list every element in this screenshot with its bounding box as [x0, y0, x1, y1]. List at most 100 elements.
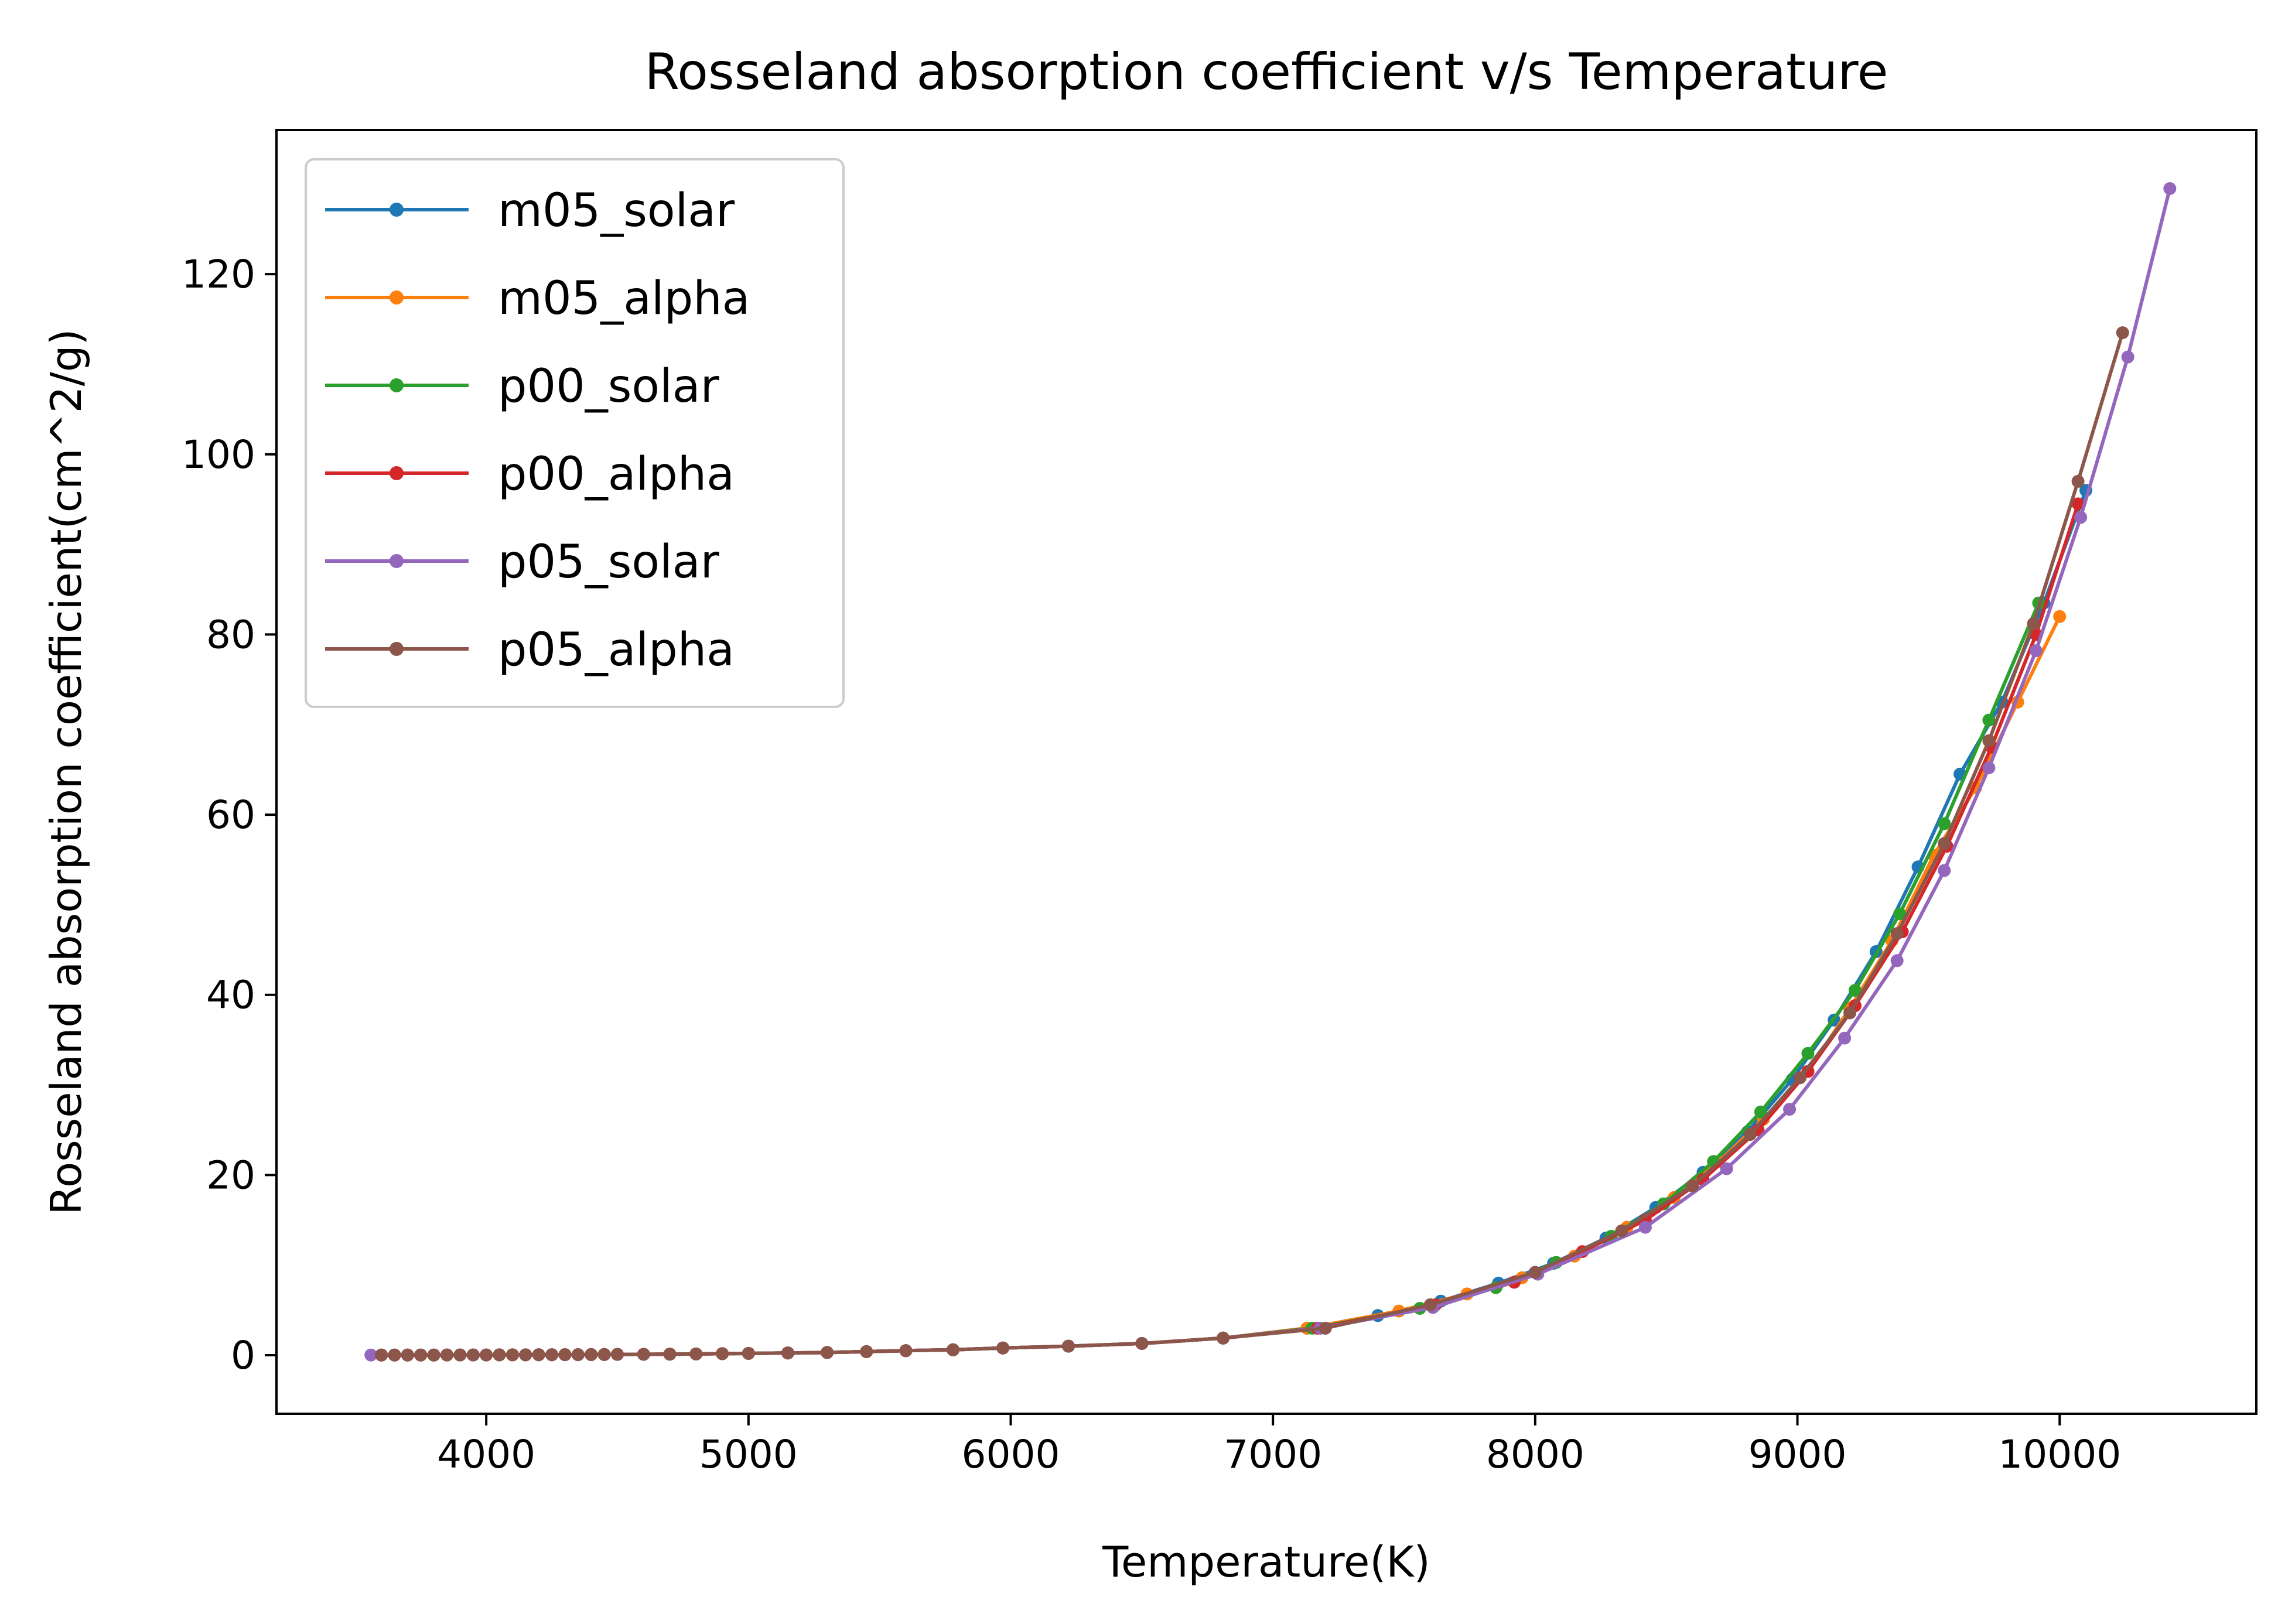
- data-point: [466, 1348, 480, 1362]
- data-point: [2053, 610, 2067, 623]
- data-point: [453, 1348, 467, 1362]
- data-point: [2116, 326, 2129, 340]
- y-tick-label: 120: [182, 252, 255, 297]
- data-point: [716, 1347, 729, 1360]
- data-point: [1938, 837, 1951, 850]
- data-point: [611, 1348, 624, 1361]
- data-point: [1638, 1220, 1652, 1234]
- legend-swatch-marker: [390, 290, 404, 305]
- legend-swatch-marker: [390, 378, 404, 392]
- data-point: [781, 1346, 794, 1360]
- legend-swatch-marker: [390, 466, 404, 480]
- data-point: [1938, 817, 1951, 830]
- plot-area: [364, 182, 2177, 1362]
- data-point: [1319, 1321, 1332, 1335]
- data-point: [1720, 1162, 1733, 1175]
- legend-label: p00_alpha: [498, 448, 735, 501]
- y-tick-label: 20: [206, 1153, 255, 1198]
- legend-entry: p00_alpha: [325, 448, 735, 501]
- data-point: [401, 1348, 414, 1362]
- x-tick-label: 8000: [1486, 1432, 1584, 1477]
- data-point: [663, 1348, 677, 1361]
- data-point: [637, 1348, 650, 1361]
- data-point: [1938, 864, 1951, 877]
- data-point: [571, 1348, 585, 1362]
- data-point: [1744, 1128, 1757, 1141]
- data-point: [742, 1346, 755, 1360]
- y-tick-label: 80: [206, 612, 255, 657]
- data-point: [1423, 1298, 1437, 1311]
- data-point: [480, 1348, 493, 1362]
- data-point: [1890, 927, 1904, 941]
- y-tick-label: 40: [206, 973, 255, 1018]
- data-point: [364, 1348, 378, 1362]
- legend-swatch-marker: [390, 203, 404, 217]
- data-point: [1838, 1031, 1852, 1045]
- y-tick-label: 100: [182, 432, 255, 477]
- legend-label: m05_alpha: [498, 272, 750, 325]
- data-point: [427, 1348, 440, 1362]
- data-point: [1893, 907, 1907, 921]
- legend-entry: p00_solar: [325, 360, 720, 413]
- data-point: [899, 1344, 913, 1358]
- data-point: [2074, 511, 2088, 524]
- legend-label: p05_alpha: [498, 624, 735, 676]
- x-tick-label: 10000: [1998, 1432, 2121, 1477]
- data-point: [689, 1347, 703, 1360]
- data-point: [2121, 350, 2134, 364]
- data-point: [2071, 497, 2085, 511]
- x-tick-label: 5000: [699, 1432, 798, 1477]
- series-p05_alpha: [375, 326, 2129, 1362]
- data-point: [545, 1348, 559, 1362]
- data-point: [440, 1348, 453, 1362]
- x-tick-label: 4000: [437, 1432, 535, 1477]
- data-point: [1890, 954, 1904, 967]
- data-point: [1794, 1071, 1806, 1085]
- data-point: [1754, 1105, 1767, 1119]
- data-point: [532, 1348, 545, 1362]
- data-point: [947, 1343, 959, 1356]
- y-tick-label: 60: [206, 792, 255, 837]
- legend-entry: m05_solar: [325, 184, 735, 237]
- chart-title: Rosseland absorption coefficient v/s Tem…: [644, 43, 1888, 101]
- data-point: [1062, 1339, 1075, 1353]
- data-point: [996, 1341, 1010, 1355]
- data-point: [585, 1348, 598, 1361]
- data-point: [493, 1348, 506, 1362]
- x-tick-label: 7000: [1224, 1432, 1322, 1477]
- x-tick-label: 6000: [962, 1432, 1060, 1477]
- data-point: [1783, 1103, 1797, 1116]
- y-tick-label: 0: [231, 1333, 255, 1378]
- legend-entry: p05_alpha: [325, 624, 735, 676]
- x-axis: 4000 5000 6000 7000 8000 9000 10000: [437, 1414, 2121, 1477]
- data-point: [375, 1348, 388, 1362]
- y-axis: 0 20 40 60 80 100 120: [182, 252, 276, 1378]
- data-point: [388, 1348, 401, 1362]
- legend-label: p00_solar: [498, 360, 720, 413]
- data-point: [1801, 1047, 1815, 1060]
- legend-entry: m05_alpha: [325, 272, 750, 325]
- data-point: [2029, 644, 2043, 658]
- plot-frame: [275, 129, 2257, 1415]
- data-point: [1849, 984, 1862, 997]
- data-point: [1982, 734, 1996, 747]
- data-point: [558, 1348, 572, 1362]
- data-point: [414, 1348, 428, 1362]
- data-point: [821, 1346, 834, 1359]
- data-point: [506, 1348, 519, 1362]
- data-point: [2163, 182, 2177, 195]
- x-axis-title: Temperature(K): [1102, 1537, 1430, 1587]
- data-point: [2071, 474, 2085, 488]
- series-layer: [364, 182, 2177, 1362]
- data-point: [860, 1345, 873, 1358]
- legend-swatch-marker: [390, 642, 404, 656]
- data-point: [519, 1348, 532, 1362]
- legend-swatch-marker: [390, 554, 404, 568]
- legend-label: m05_solar: [498, 184, 735, 237]
- data-point: [1615, 1224, 1628, 1237]
- y-axis-title: Rosseland absorption coefficient(cm^2/g): [42, 329, 91, 1215]
- data-point: [1528, 1266, 1542, 1279]
- data-point: [1982, 713, 1996, 727]
- data-point: [1686, 1179, 1699, 1192]
